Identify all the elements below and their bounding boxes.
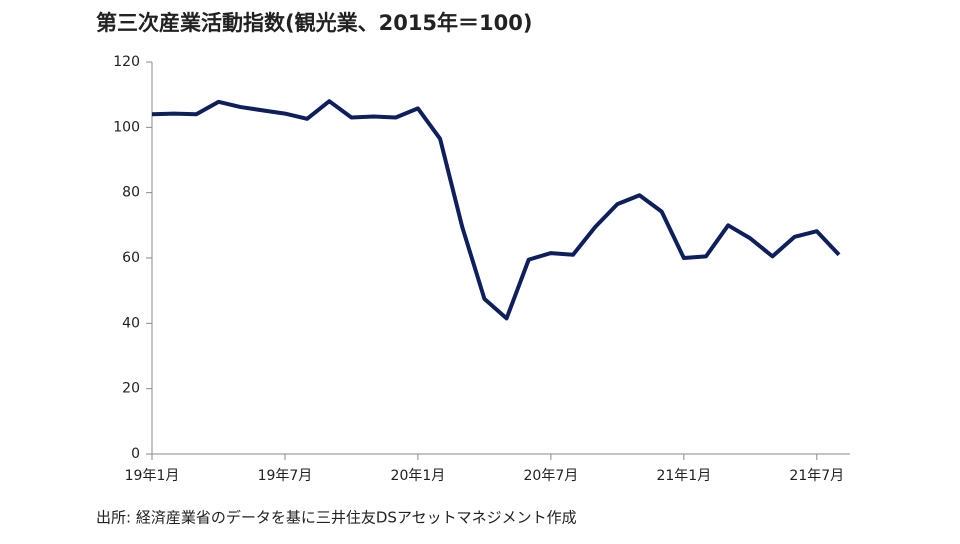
x-tick-label: 19年1月 (125, 468, 180, 484)
x-tick-label: 21年1月 (656, 468, 711, 484)
x-tick-label: 20年7月 (524, 468, 579, 484)
y-tick-label: 120 (113, 54, 140, 70)
y-tick-label: 40 (122, 315, 140, 331)
y-tick-label: 80 (122, 185, 140, 201)
x-tick-label: 21年7月 (789, 468, 844, 484)
x-tick-label: 19年7月 (258, 468, 313, 484)
x-tick-label: 20年1月 (391, 468, 446, 484)
y-tick-label: 20 (122, 381, 140, 397)
y-tick-label: 60 (122, 250, 140, 266)
chart-title: 第三次産業活動指数(観光業、2015年＝100) (96, 11, 532, 35)
y-tick-label: 0 (131, 446, 140, 462)
series-line (151, 99, 841, 321)
source-note: 出所: 経済産業省のデータを基に三井住友DSアセットマネジメント作成 (96, 509, 577, 527)
y-tick-label: 100 (113, 119, 140, 135)
